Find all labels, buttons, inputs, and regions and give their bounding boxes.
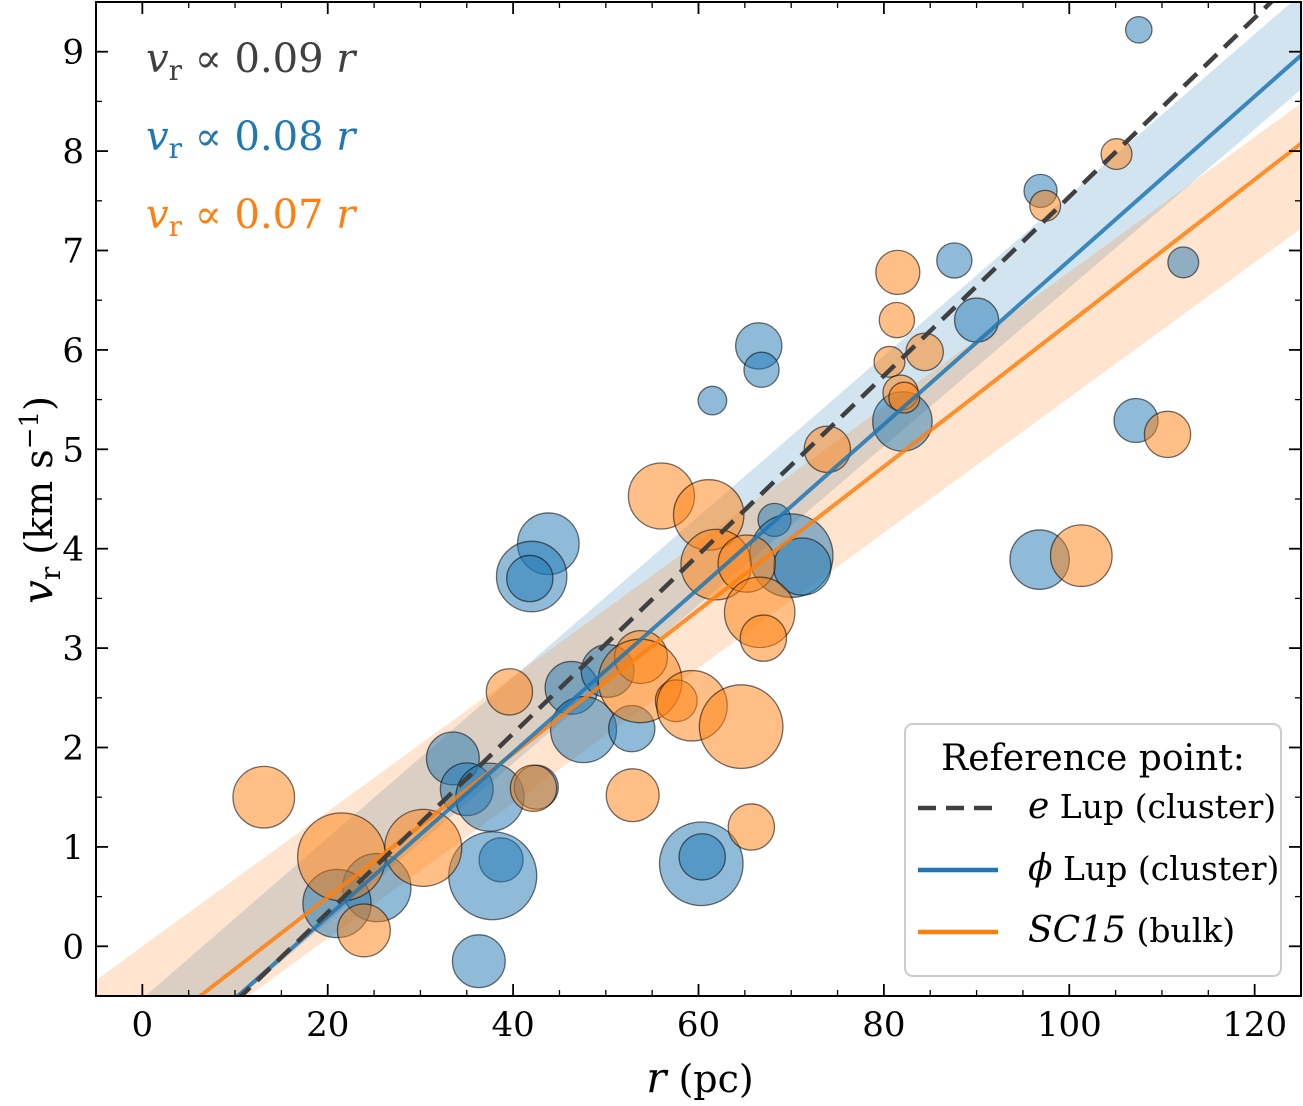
phi-lup-point-4 bbox=[953, 297, 1000, 343]
legend: Reference point: e Lup (cluster) ϕ Lup (c… bbox=[904, 723, 1282, 977]
slope-annotation-sc15: vr ∝ 0.07 r bbox=[146, 192, 358, 243]
x-tick-label: 0 bbox=[132, 1005, 154, 1045]
legend-box bbox=[904, 723, 1282, 977]
sc15-point-5 bbox=[873, 345, 906, 378]
y-tick-label: 3 bbox=[62, 629, 84, 669]
phi-lup-point-7 bbox=[697, 385, 728, 416]
sc15-point-1 bbox=[1029, 189, 1062, 222]
legend-label-sc15: SC15 (bulk) bbox=[1028, 910, 1235, 951]
sc15-point-26 bbox=[232, 765, 296, 829]
y-tick-label: 8 bbox=[62, 132, 84, 172]
sc15-point-23 bbox=[509, 764, 558, 813]
legend-label-e_lup: e Lup (cluster) bbox=[1028, 786, 1276, 827]
slope-annotation-e_lup: vr ∝ 0.09 r bbox=[146, 36, 358, 87]
fit-line-phi_lup bbox=[234, 53, 1301, 996]
x-tick-label: 120 bbox=[1222, 1005, 1287, 1045]
x-tick-label: 20 bbox=[306, 1005, 349, 1045]
y-tick-label: 1 bbox=[62, 828, 84, 868]
x-tick-label: 80 bbox=[862, 1005, 905, 1045]
y-tick-label: 0 bbox=[62, 927, 84, 967]
y-tick-label: 7 bbox=[62, 232, 84, 272]
phi-lup-point-3 bbox=[936, 242, 973, 279]
x-tick-label: 60 bbox=[677, 1005, 720, 1045]
fit-lines bbox=[196, 2, 1301, 996]
sc15-point-15 bbox=[739, 614, 788, 662]
sc15-point-3 bbox=[878, 301, 916, 339]
sc15-point-7 bbox=[888, 381, 921, 414]
phi-lup-point-31 bbox=[451, 934, 506, 989]
legend-title: Reference point: bbox=[941, 738, 1245, 779]
sc15-point-9 bbox=[1143, 410, 1192, 459]
sc15-point-22 bbox=[485, 668, 534, 716]
axis-ticks: 0 20 40 60 80 100 120 0 1 2 3 4 5 6 7 8 9 bbox=[62, 1, 1302, 1045]
sc15-point-29 bbox=[336, 903, 391, 958]
phi-lup-point-1 bbox=[1167, 246, 1200, 279]
y-tick-label: 5 bbox=[62, 430, 84, 470]
sc15-point-16 bbox=[1049, 524, 1113, 588]
sc15-point-2 bbox=[875, 249, 921, 296]
x-tick-label: 100 bbox=[1037, 1005, 1102, 1045]
phi-lup-point-16 bbox=[506, 554, 554, 603]
data-points bbox=[232, 15, 1200, 989]
y-axis-label: vr (km s−1) bbox=[13, 396, 67, 604]
y-tick-label: 2 bbox=[62, 729, 84, 769]
x-axis-label: r (pc) bbox=[646, 1053, 753, 1102]
sc15-point-21 bbox=[698, 684, 784, 770]
fit-line-sc15 bbox=[196, 142, 1301, 996]
phi-lup-point-6 bbox=[743, 351, 780, 389]
slope-annotations: vr ∝ 0.09 r vr ∝ 0.08 r vr ∝ 0.07 r bbox=[146, 36, 358, 243]
x-tick-label: 40 bbox=[491, 1005, 534, 1045]
y-tick-label: 9 bbox=[62, 33, 84, 73]
y-tick-label: 6 bbox=[62, 331, 84, 371]
y-tick-label: 4 bbox=[62, 530, 84, 570]
sc15-point-25 bbox=[727, 803, 776, 851]
legend-label-phi_lup: ϕ Lup (cluster) bbox=[1028, 848, 1279, 889]
sc15-point-24 bbox=[605, 768, 660, 823]
slope-annotation-phi_lup: vr ∝ 0.08 r bbox=[146, 114, 358, 165]
phi-lup-point-0 bbox=[1124, 15, 1153, 44]
phi-lup-point-28 bbox=[678, 833, 726, 881]
